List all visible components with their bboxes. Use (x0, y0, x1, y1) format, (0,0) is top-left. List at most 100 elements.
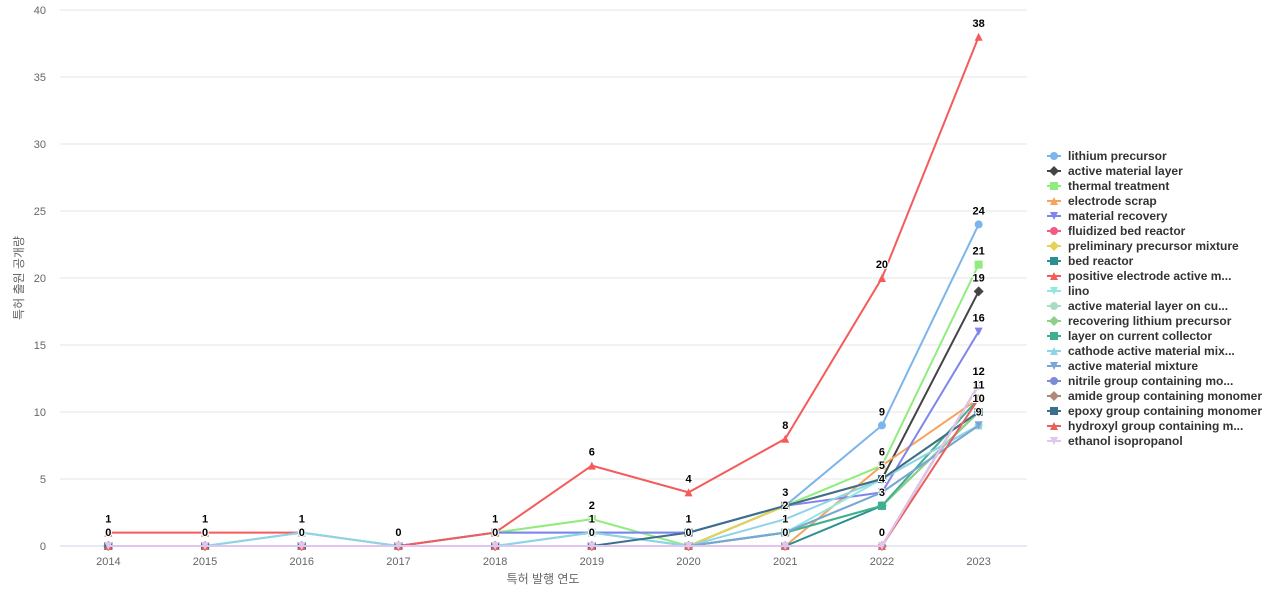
marker (1049, 166, 1059, 176)
marker (684, 528, 693, 537)
series-line (108, 384, 980, 547)
legend-item[interactable]: epoxy group containing monomer (1047, 404, 1262, 418)
legend-label: nitrile group containing mo... (1068, 374, 1233, 388)
legend-label: active material layer on cu... (1068, 299, 1228, 313)
legend-item[interactable]: active material layer on cu... (1047, 299, 1228, 313)
marker (491, 528, 500, 537)
legend-item[interactable]: hydroxyl group containing m... (1047, 419, 1243, 433)
data-label: 6 (879, 447, 885, 459)
data-label: 5 (879, 460, 885, 472)
marker (974, 381, 983, 390)
marker (1050, 407, 1058, 415)
legend-label: fluidized bed reactor (1068, 224, 1186, 238)
series-line (108, 397, 980, 547)
legend-item[interactable]: bed reactor (1047, 254, 1134, 268)
data-label: 12 (973, 366, 985, 378)
y-tick-label: 15 (34, 340, 46, 352)
data-label: 1 (685, 514, 691, 526)
series-line (108, 36, 980, 548)
legend-item[interactable]: preliminary precursor mixture (1047, 239, 1239, 253)
marker (877, 475, 886, 483)
marker (1050, 437, 1058, 445)
marker (684, 542, 693, 550)
x-tick-label: 2022 (870, 556, 894, 568)
data-label: 1 (492, 514, 498, 526)
legend-item[interactable]: active material layer (1047, 164, 1183, 178)
legend-label: bed reactor (1068, 254, 1134, 268)
marker (1050, 272, 1058, 280)
data-label: 4 (879, 473, 886, 485)
data-label: 1 (299, 514, 305, 526)
marker (781, 528, 790, 537)
legend-item[interactable]: ethanol isopropanol (1047, 434, 1183, 448)
legend-item[interactable]: lithium precursor (1047, 149, 1167, 163)
marker (491, 542, 500, 550)
legend-item[interactable]: thermal treatment (1047, 179, 1169, 193)
legend-label: material recovery (1068, 209, 1168, 223)
data-label: 6 (589, 447, 595, 459)
legend-item[interactable]: active material mixture (1047, 359, 1198, 373)
data-label: 24 (973, 205, 986, 217)
data-label: 0 (589, 527, 595, 539)
series (104, 381, 983, 550)
y-tick-label: 30 (34, 139, 46, 151)
y-tick-label: 25 (34, 206, 46, 218)
marker (973, 286, 984, 297)
x-tick-label: 2020 (676, 556, 700, 568)
data-label: 19 (973, 272, 985, 284)
marker (781, 515, 790, 524)
series-line (108, 424, 980, 548)
y-tick-label: 40 (34, 5, 46, 17)
x-tick-label: 2021 (773, 556, 797, 568)
x-tick-label: 2018 (483, 556, 507, 568)
series (104, 421, 983, 550)
legend-item[interactable]: electrode scrap (1047, 194, 1157, 208)
marker (1050, 347, 1058, 355)
legend-item[interactable]: layer on current collector (1047, 329, 1212, 343)
data-label: 3 (879, 487, 885, 499)
legend-label: ethanol isopropanol (1068, 434, 1183, 448)
marker (297, 542, 306, 550)
marker (1050, 362, 1058, 370)
marker (1050, 152, 1058, 160)
marker (1050, 197, 1058, 205)
x-axis-title: 특허 발행 연도 (507, 571, 580, 586)
series (104, 327, 983, 550)
legend-item[interactable]: positive electrode active m... (1047, 269, 1231, 283)
marker (974, 421, 983, 430)
legend-label: lithium precursor (1068, 149, 1167, 163)
legend-item[interactable]: material recovery (1047, 209, 1168, 223)
legend-label: active material mixture (1068, 359, 1198, 373)
legend-label: layer on current collector (1068, 329, 1212, 343)
legend-label: preliminary precursor mixture (1068, 239, 1239, 253)
data-label: 4 (685, 473, 692, 485)
y-tick-label: 10 (34, 407, 46, 419)
marker (1050, 257, 1058, 265)
data-label: 0 (299, 527, 305, 539)
data-label: 0 (685, 527, 691, 539)
legend-item[interactable]: lino (1047, 284, 1089, 298)
legend-item[interactable]: recovering lithium precursor (1047, 314, 1232, 328)
marker (974, 394, 983, 403)
marker (974, 408, 983, 416)
legend-item[interactable]: cathode active material mix... (1047, 344, 1235, 358)
legend-label: amide group containing monomer (1068, 389, 1262, 403)
marker (201, 528, 210, 537)
marker (781, 434, 790, 443)
legend-item[interactable]: nitrile group containing mo... (1047, 374, 1233, 388)
series (104, 220, 983, 550)
data-label: 38 (973, 18, 985, 30)
y-tick-label: 0 (40, 541, 46, 553)
legend-label: active material layer (1068, 164, 1183, 178)
series-line (108, 384, 980, 547)
marker (877, 421, 886, 430)
legend-label: hydroxyl group containing m... (1068, 419, 1243, 433)
series (104, 381, 983, 550)
data-label: 2 (589, 500, 595, 512)
legend-item[interactable]: fluidized bed reactor (1047, 224, 1186, 238)
y-tick-label: 5 (40, 474, 46, 486)
legend-item[interactable]: amide group containing monomer (1047, 389, 1262, 403)
marker (587, 461, 596, 470)
marker (1050, 212, 1058, 220)
data-label: 3 (782, 487, 788, 499)
